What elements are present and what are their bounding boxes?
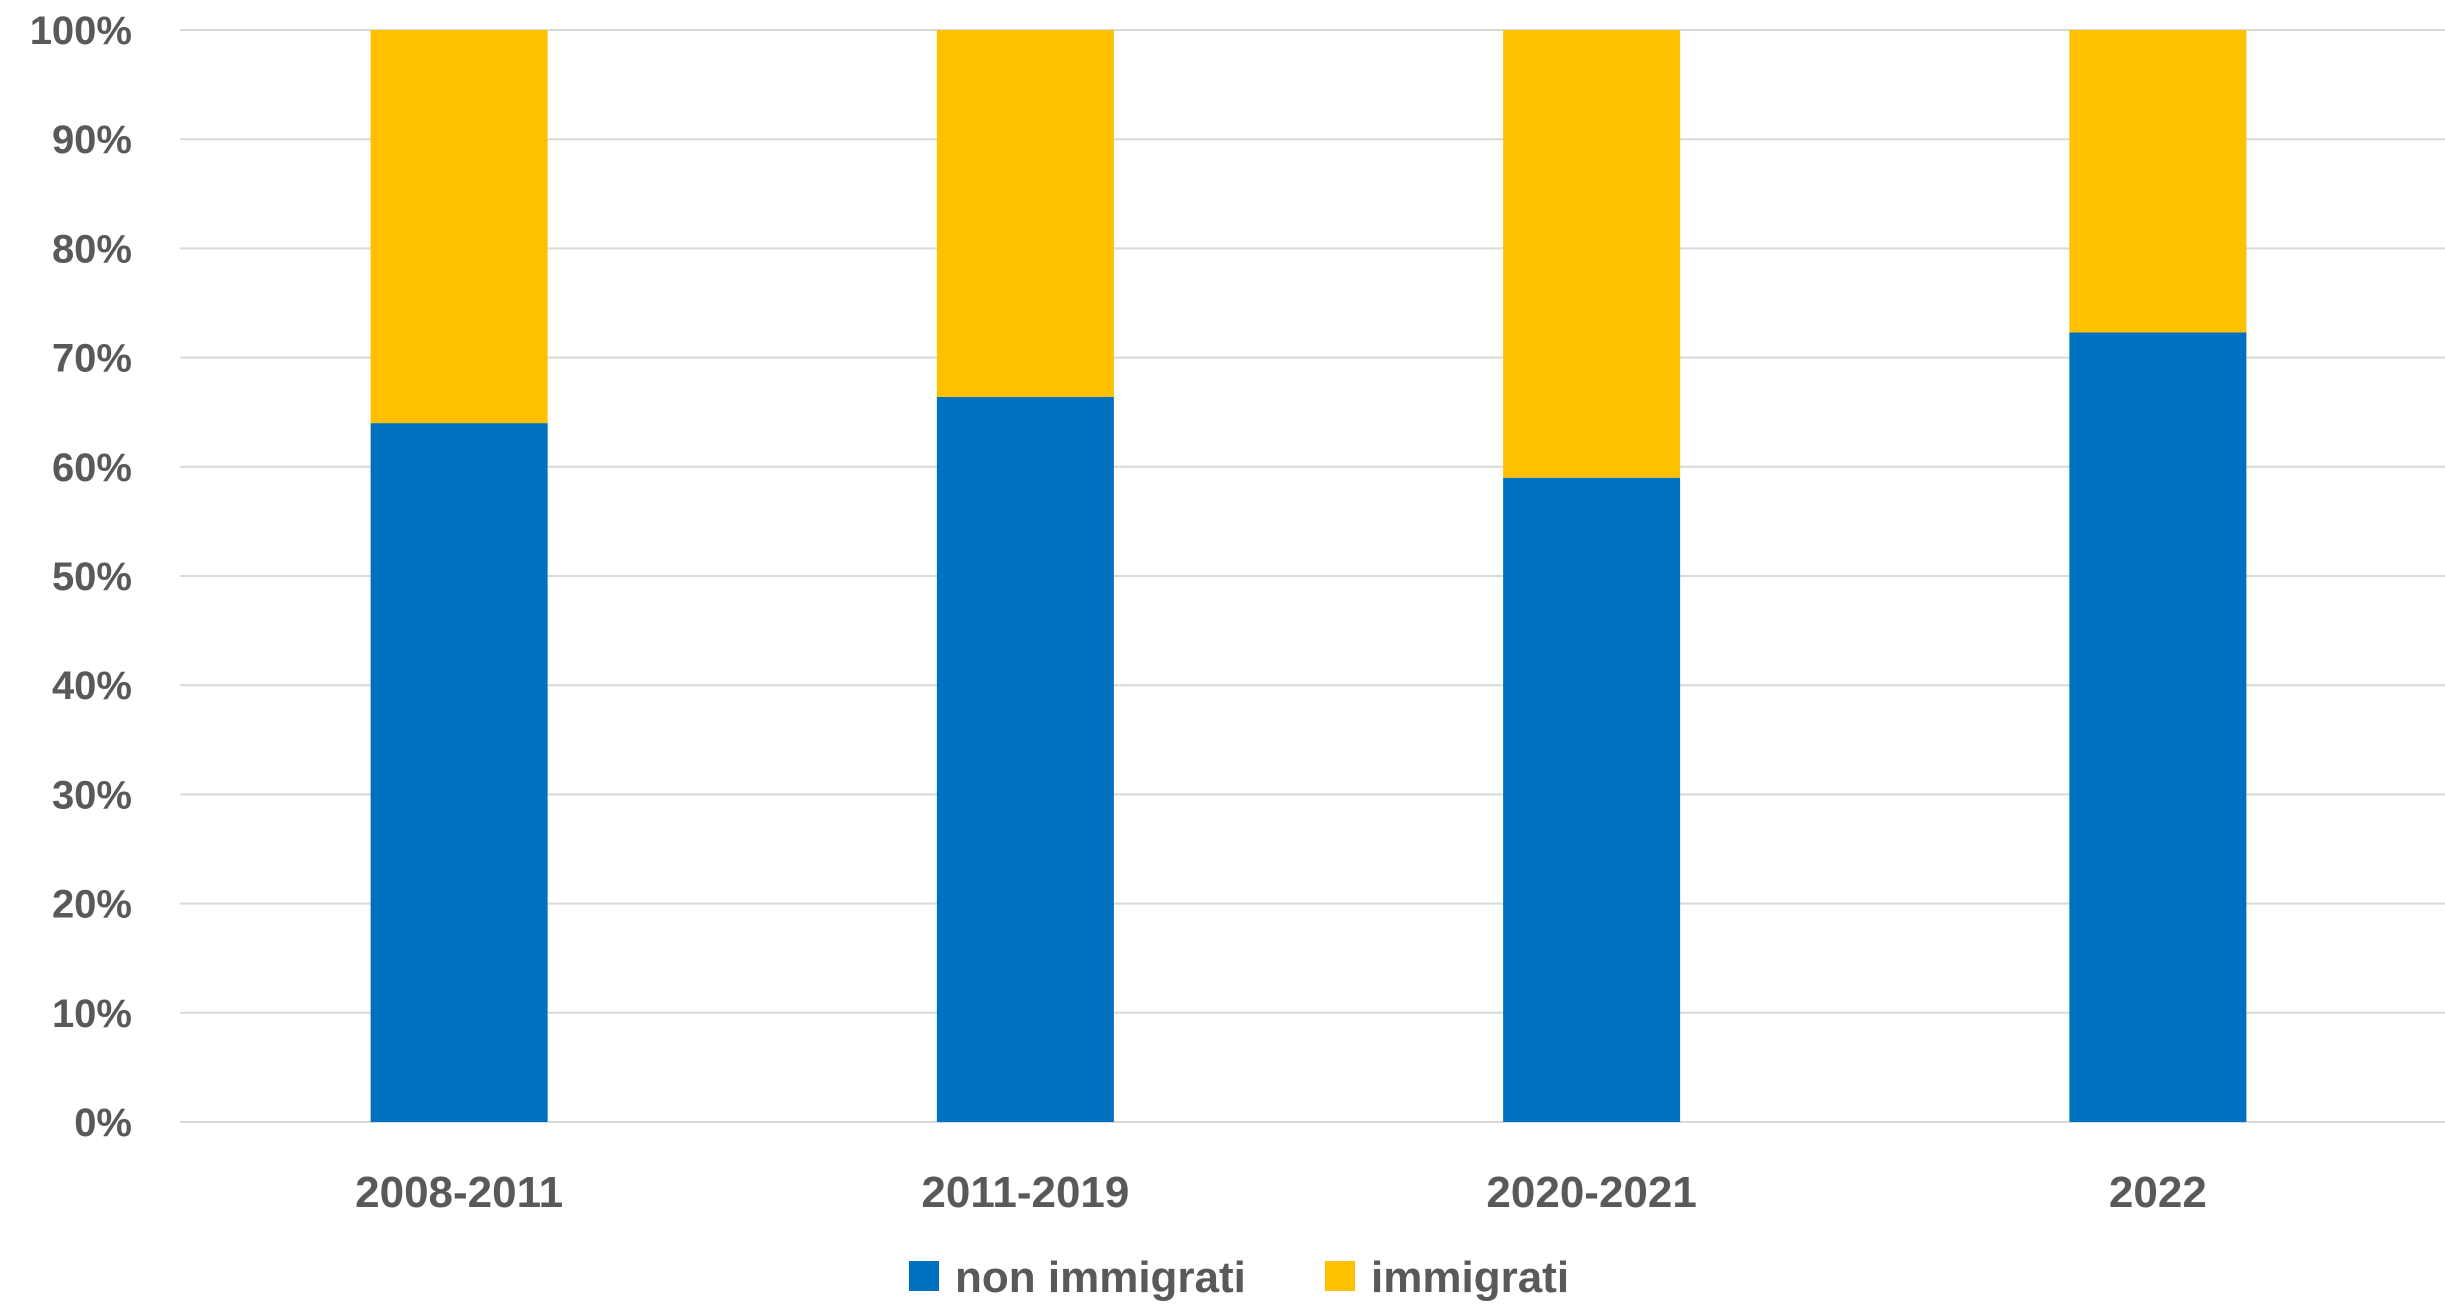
bar-immigrati [1503,30,1681,478]
y-tick-label: 80% [52,227,132,271]
y-tick-label: 70% [52,337,132,381]
y-tick-label: 20% [52,883,132,927]
bar-non-immigrati [2069,332,2247,1122]
y-tick-label: 50% [52,555,132,599]
gridlines [180,29,2445,1123]
y-tick-label: 60% [52,446,132,490]
y-tick-label: 90% [52,118,132,162]
x-tick-label: 2020-2021 [1486,1168,1696,1217]
legend-label: non immigrati [955,1253,1246,1302]
bar-immigrati [2069,30,2247,333]
legend-label: immigrati [1371,1253,1569,1302]
bar-non-immigrati [370,423,548,1122]
y-tick-label: 0% [74,1101,132,1145]
y-tick-label: 40% [52,664,132,708]
bar-immigrati [936,30,1114,397]
bars [370,30,2247,1123]
y-tick-label: 30% [52,773,132,817]
bar-non-immigrati [1503,477,1681,1123]
y-tick-label: 100% [30,9,132,53]
legend-swatch [1325,1261,1355,1291]
y-axis-ticks: 0% 10% 20% 30% 40% 50% 60% 70% 80% 90% 100% [30,9,132,1145]
x-tick-label: 2011-2019 [921,1168,1129,1217]
legend: non immigrati immigrati [909,1253,1569,1302]
x-axis-ticks: 2008-2011 2011-2019 2020-2021 2022 [355,1168,2207,1217]
bar-non-immigrati [936,396,1114,1122]
x-tick-label: 2022 [2109,1168,2207,1217]
x-tick-label: 2008-2011 [355,1168,563,1217]
y-tick-label: 10% [52,992,132,1036]
bar-immigrati [370,30,548,424]
legend-swatch [909,1261,939,1291]
